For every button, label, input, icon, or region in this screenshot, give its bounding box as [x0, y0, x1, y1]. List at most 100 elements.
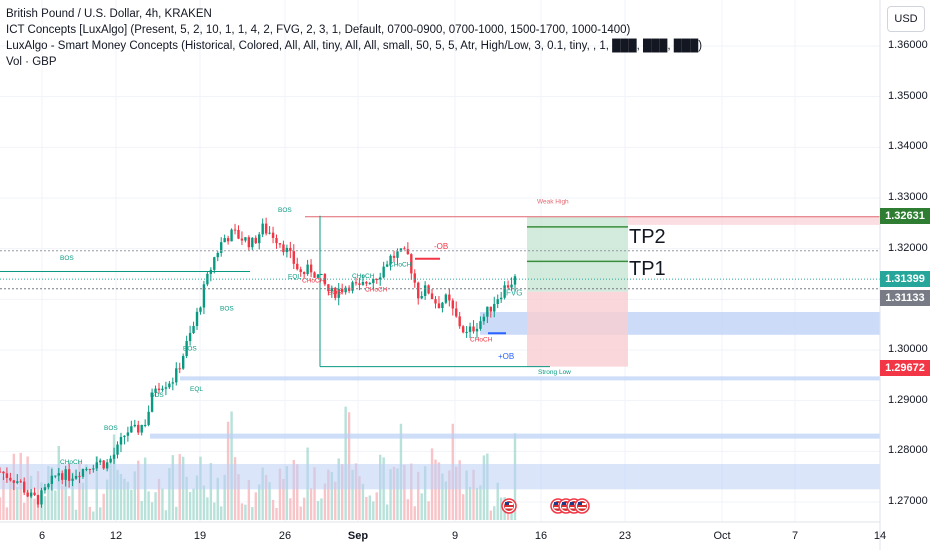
volume-bar [472, 469, 475, 520]
volume-bar [309, 488, 313, 520]
volume-bar [385, 504, 389, 520]
price-tick-label: 1.32000 [888, 241, 928, 254]
volume-bar [164, 510, 168, 520]
volume-bar [50, 467, 54, 520]
candles [0, 217, 517, 508]
candle-body [486, 306, 489, 317]
candle-body [61, 473, 64, 480]
risk-box [527, 291, 628, 367]
candle-body [126, 432, 130, 436]
candle-body [254, 237, 257, 244]
candle-body [258, 234, 261, 244]
candle-body [368, 282, 372, 284]
candle-body [74, 475, 78, 479]
demand-zone [150, 433, 880, 439]
candle-body [22, 481, 26, 493]
candle-body [237, 230, 240, 239]
candle-body [133, 424, 136, 427]
candle-body [95, 462, 98, 469]
volume-bar [292, 459, 295, 520]
event-flag-canton [578, 502, 582, 505]
volume-bar [468, 486, 472, 520]
candle-body [493, 304, 496, 312]
event-flag-stripe [570, 507, 578, 509]
candle-body [327, 284, 330, 292]
volume-bar [268, 482, 271, 520]
candle-body [334, 287, 337, 298]
candle-body [451, 300, 454, 309]
volume-bar [334, 481, 337, 520]
candle-body [220, 242, 223, 253]
candle-body [116, 444, 119, 455]
symbol-title[interactable]: British Pound / U.S. Dollar, 4h, KRAKEN [6, 8, 212, 20]
volume-bar [441, 473, 444, 520]
candle-body [299, 269, 302, 273]
candle-body [57, 473, 60, 476]
volume-bar [458, 460, 461, 520]
structure-label: BOS [220, 305, 234, 312]
volume-bar [264, 475, 268, 520]
currency-button[interactable]: USD [887, 6, 925, 32]
structure-label: CHoCH [352, 273, 375, 280]
volume-bar [78, 461, 81, 520]
candle-body [503, 285, 506, 298]
volume-bar [47, 466, 50, 520]
candle-body [109, 458, 112, 463]
volume-bar [320, 498, 323, 520]
indicator-ict-concepts[interactable]: ICT Concepts [LuxAlgo] (Present, 5, 2, 1… [6, 24, 631, 36]
volume-bar [327, 469, 330, 520]
tp2-label: TP2 [629, 226, 666, 248]
candle-body [175, 368, 178, 383]
candle-body [247, 237, 251, 248]
candle-body [361, 282, 365, 285]
candle-body [0, 471, 2, 473]
indicator-volume[interactable]: Vol · GBP [6, 56, 57, 68]
volume-bar [406, 499, 410, 520]
volume-bar [258, 484, 261, 520]
candle-body [489, 306, 493, 312]
structure-label: CHoCH [60, 459, 83, 466]
volume-bar [330, 472, 334, 520]
volume-bar [323, 483, 327, 520]
candle-body [47, 483, 50, 488]
candle-body [199, 307, 202, 312]
volume-bar [368, 495, 372, 520]
volume-bar [154, 492, 157, 520]
volume-bar [147, 491, 150, 520]
candle-body [2, 471, 5, 474]
volume-bar [195, 475, 199, 520]
volume-bar [444, 481, 448, 520]
volume-bar [417, 471, 420, 520]
event-flag-stripe [554, 507, 562, 509]
indicator-smart-money-concepts[interactable]: LuxAlgo - Smart Money Concepts (Historic… [6, 40, 703, 52]
candle-body [147, 411, 150, 425]
volume-bar [489, 510, 493, 520]
volume-bar [188, 491, 192, 520]
volume-bar [133, 471, 136, 520]
candle-body [313, 272, 316, 278]
candle-body [448, 294, 451, 301]
volume-bar [299, 506, 302, 520]
event-flag-icon [574, 498, 590, 514]
volume-bar [247, 480, 251, 520]
volume-bar [289, 498, 292, 520]
candle-body [64, 469, 67, 480]
candle-body [240, 238, 244, 241]
structure-label: BOS [278, 207, 292, 214]
candle-body [271, 232, 275, 238]
candle-body [92, 468, 95, 470]
event-flag-canton [554, 502, 558, 505]
volume-bar [496, 482, 499, 520]
candle-body [54, 475, 57, 477]
volume-bar [392, 466, 396, 520]
volume-bar [361, 483, 365, 520]
candle-body [195, 311, 199, 326]
volume-bar [410, 463, 413, 520]
candle-body [278, 243, 282, 245]
volume-bar [302, 497, 306, 520]
candle-body [302, 272, 306, 274]
tp1-label: TP1 [629, 258, 666, 280]
candle-body [67, 469, 71, 481]
candle-body [268, 232, 271, 234]
